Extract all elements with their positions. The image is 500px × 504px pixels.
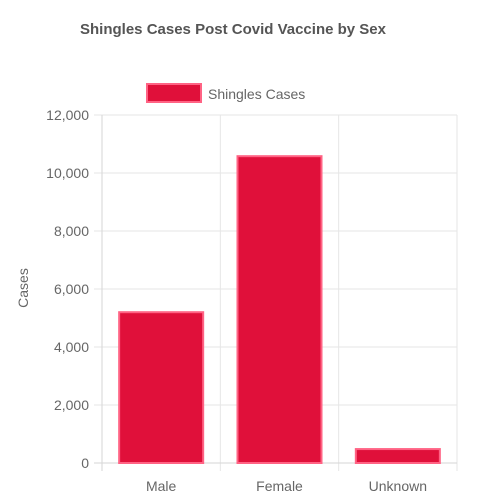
legend-swatch[interactable] xyxy=(146,83,202,103)
bar-male[interactable] xyxy=(118,311,205,465)
legend[interactable]: Shingles Cases xyxy=(146,83,305,103)
y-tick-label: 2,000 xyxy=(54,397,89,413)
x-tick-label-male: Male xyxy=(146,478,177,494)
x-tick-label-female: Female xyxy=(256,478,303,494)
y-tick-label: 8,000 xyxy=(54,223,89,239)
x-tick-label-unknown: Unknown xyxy=(369,478,427,494)
bar-female[interactable] xyxy=(236,155,323,464)
chart-title: Shingles Cases Post Covid Vaccine by Sex xyxy=(80,21,386,38)
y-tick-label: 6,000 xyxy=(54,281,89,297)
y-tick-label: 0 xyxy=(81,455,89,471)
y-tick-label: 10,000 xyxy=(46,165,89,181)
bar-unknown[interactable] xyxy=(354,448,441,464)
y-axis-title: Cases xyxy=(15,268,31,308)
y-tick-label: 4,000 xyxy=(54,339,89,355)
legend-label-shingles-cases[interactable]: Shingles Cases xyxy=(208,86,305,102)
y-tick-label: 12,000 xyxy=(46,107,89,123)
tick-labels: 0 2,000 4,000 6,000 8,000 10,000 12,000 Male Fem… xyxy=(46,107,427,494)
bars xyxy=(118,155,441,465)
